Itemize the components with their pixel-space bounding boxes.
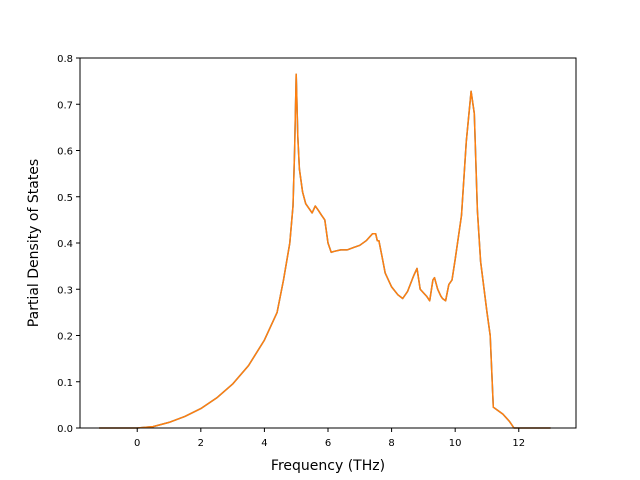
y-tick-label: 0.6 bbox=[57, 147, 73, 158]
y-tick-label: 0.0 bbox=[57, 424, 73, 435]
x-tick-label: 8 bbox=[388, 438, 394, 449]
y-tick-label: 0.5 bbox=[57, 193, 73, 204]
y-axis-ticks: 0.0 0.1 0.2 0.3 0.4 0.5 0.6 0.7 0.8 bbox=[57, 54, 80, 435]
series-line-1 bbox=[99, 73, 551, 429]
y-axis-label: Partial Density of States bbox=[26, 159, 42, 327]
x-tick-label: 2 bbox=[198, 438, 204, 449]
y-tick-label: 0.3 bbox=[57, 285, 73, 296]
x-tick-label: 6 bbox=[325, 438, 331, 449]
x-tick-label: 12 bbox=[512, 438, 525, 449]
series-layer bbox=[99, 73, 551, 429]
y-tick-label: 0.4 bbox=[57, 239, 73, 250]
x-axis-ticks: 0 2 4 6 8 10 12 bbox=[134, 428, 525, 449]
x-tick-label: 4 bbox=[261, 438, 267, 449]
y-tick-label: 0.2 bbox=[57, 332, 73, 343]
x-tick-label: 0 bbox=[134, 438, 140, 449]
y-tick-label: 0.1 bbox=[57, 378, 73, 389]
x-axis-label: Frequency (THz) bbox=[271, 458, 385, 474]
x-tick-label: 10 bbox=[449, 438, 462, 449]
y-tick-label: 0.8 bbox=[57, 54, 73, 65]
y-tick-label: 0.7 bbox=[57, 100, 73, 111]
